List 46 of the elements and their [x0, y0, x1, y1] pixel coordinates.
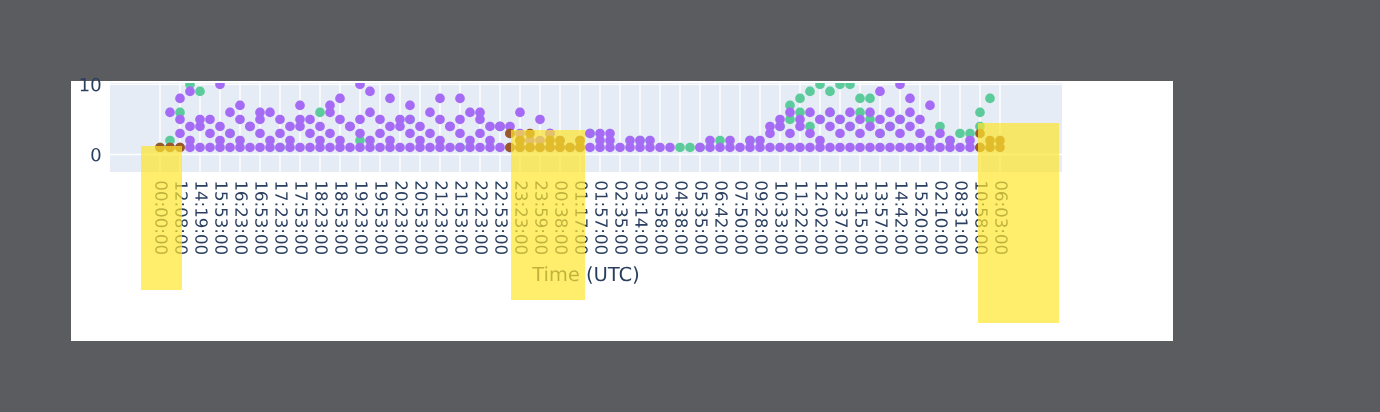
x-tick-label: 01:57:00 — [595, 181, 608, 255]
x-tick-label: 03:14:00 — [635, 181, 648, 255]
x-tick-label: 18:53:00 — [335, 182, 348, 255]
x-tick-label: 06:03:00 — [995, 181, 1008, 255]
y-tick-label: 0 — [91, 147, 101, 162]
x-tick-label: 05:35:00 — [695, 181, 708, 255]
x-tick-label: 14:42:00 — [895, 182, 908, 255]
x-tick-label: 10:58:00 — [975, 182, 988, 255]
x-tick-label: 14:19:00 — [195, 182, 208, 255]
x-tick-label: 17:53:00 — [295, 182, 308, 255]
x-tick-label: 07:50:00 — [735, 181, 748, 255]
x-tick-label: 23:23:00 — [515, 181, 528, 255]
x-tick-label: 02:10:00 — [935, 181, 948, 255]
x-tick-label: 00:38:00 — [555, 181, 568, 255]
x-tick-label: 13:15:00 — [855, 182, 868, 255]
x-tick-label: 12:37:00 — [835, 182, 848, 255]
x-tick-label: 09:28:00 — [755, 181, 768, 255]
x-tick-label: 19:53:00 — [375, 182, 388, 255]
x-tick-label: 18:23:00 — [315, 182, 328, 255]
x-tick-label: 16:53:00 — [255, 182, 268, 255]
x-tick-label: 13:57:00 — [875, 182, 888, 255]
x-tick-label: 15:20:00 — [915, 182, 928, 255]
x-tick-label: 12:08:00 — [175, 182, 188, 255]
x-tick-label: 21:53:00 — [455, 181, 468, 255]
x-tick-label: 21:23:00 — [435, 181, 448, 255]
x-tick-label: 00:00:00 — [155, 181, 168, 255]
x-tick-label: 01:17:00 — [575, 181, 588, 255]
x-tick-label: 03:58:00 — [655, 181, 668, 255]
x-tick-label: 22:23:00 — [475, 181, 488, 255]
x-tick-label: 20:53:00 — [415, 181, 428, 255]
x-tick-label: 02:35:00 — [615, 181, 628, 255]
x-tick-label: 16:23:00 — [235, 182, 248, 255]
x-tick-label: 22:53:00 — [495, 181, 508, 255]
x-tick-label: 17:23:00 — [275, 182, 288, 255]
x-tick-label: 15:53:00 — [215, 182, 228, 255]
x-tick-label: 12:02:00 — [815, 182, 828, 255]
x-tick-label: 23:59:00 — [535, 181, 548, 255]
x-tick-label: 08:31:00 — [955, 181, 968, 255]
x-tick-label: 04:38:00 — [675, 181, 688, 255]
x-axis-title: Time (UTC) — [532, 266, 639, 284]
x-tick-label: 19:23:00 — [355, 182, 368, 255]
y-tick-label: 10 — [80, 77, 101, 92]
x-tick-label: 10:33:00 — [775, 182, 788, 255]
x-tick-label: 20:23:00 — [395, 181, 408, 255]
x-tick-label: 11:22:00 — [795, 182, 808, 255]
x-tick-label: 06:42:00 — [715, 181, 728, 255]
